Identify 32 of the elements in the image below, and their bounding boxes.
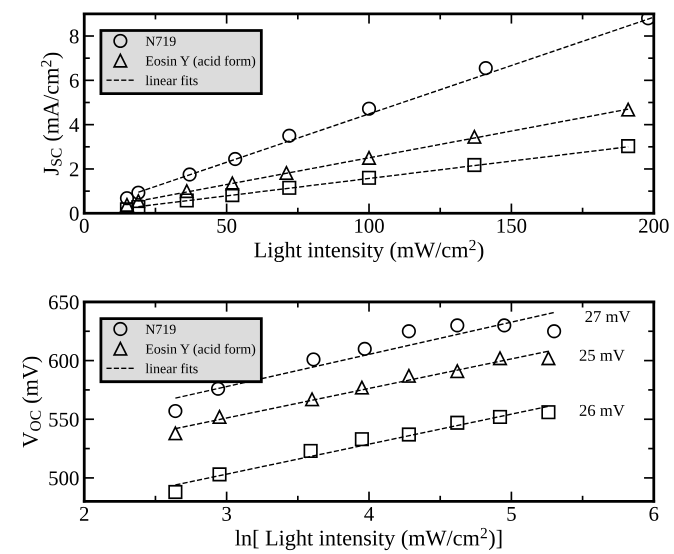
annotation: 26 mV: [580, 404, 625, 416]
legend-label: N719: [146, 324, 176, 334]
y-tick-label: 550: [49, 412, 79, 427]
x-tick-label: 50: [217, 218, 236, 233]
legend-label: N719: [146, 36, 176, 46]
y-tick-label: 650: [49, 295, 79, 310]
x-tick-label: 2: [80, 506, 88, 521]
x-axis-title: Light intensity (mW/cm$^{2}$): [254, 240, 484, 262]
annotation: 27 mV: [585, 311, 630, 322]
annotation: 25 mV: [580, 350, 625, 362]
y-axis-title: V$_{OC}$ (mV): [22, 356, 42, 448]
x-tick-label: 4: [364, 506, 374, 521]
y-tick-label: 0: [70, 206, 79, 221]
y-tick-label: 2: [70, 162, 78, 176]
x-tick-label: 100: [355, 218, 384, 233]
y-tick-label: 500: [49, 471, 79, 486]
x-tick-label: 5: [507, 507, 516, 521]
y-tick-label: 4: [69, 118, 80, 132]
x-tick-label: 0: [80, 218, 89, 233]
y-axis-title: J$_{SC}$ (mA/cm$^{2}$): [40, 52, 64, 176]
legend-label: Eosin Y (acid form): [146, 56, 256, 68]
legend-label: linear fits: [146, 363, 198, 374]
y-tick-label: 8: [70, 29, 79, 44]
x-tick-label: 3: [222, 506, 232, 521]
legend-label: linear fits: [146, 75, 198, 86]
x-axis-title: ln[ Light intensity (mW/cm$^{2}$)]: [235, 528, 502, 550]
x-tick-label: 6: [649, 506, 658, 521]
x-tick-label: 150: [498, 218, 526, 233]
y-tick-label: 6: [70, 74, 79, 88]
legend-label: Eosin Y (acid form): [146, 344, 256, 357]
x-tick-label: 200: [639, 218, 669, 233]
y-tick-label: 600: [49, 354, 79, 368]
